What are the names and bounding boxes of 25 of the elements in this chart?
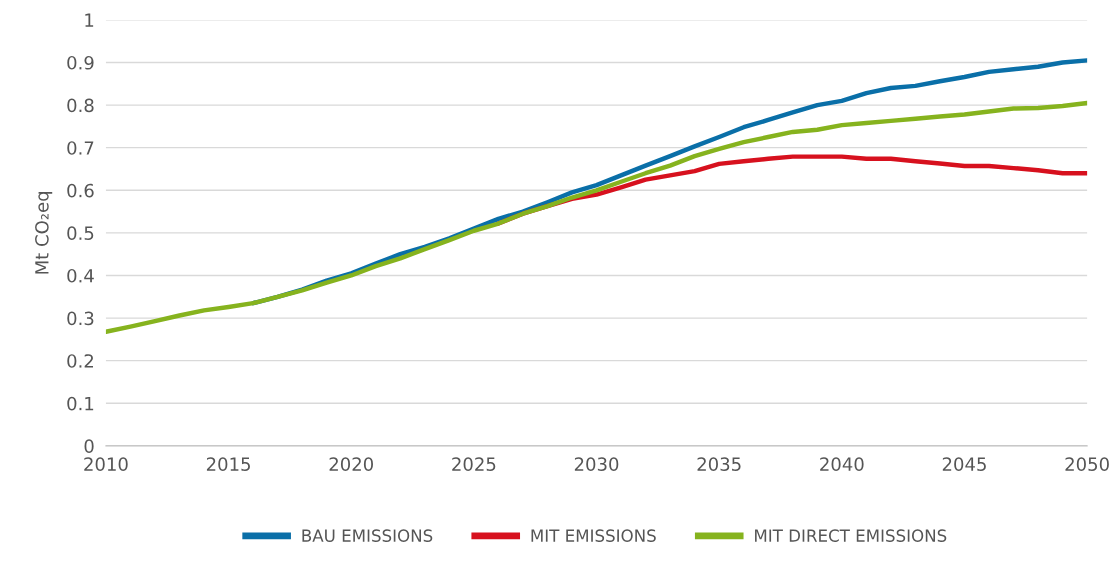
x-tick-label: 2035 [697,457,741,471]
y-axis-title: Mt CO₂eq [35,192,53,274]
y-tick-label: 1 [85,13,94,27]
x-tick-label: 2015 [206,457,250,471]
y-tick-label: 0.5 [67,226,94,240]
y-tick-label: 0.8 [67,98,94,113]
y-tick-label: 0.6 [67,183,94,198]
x-tick-label: 2050 [1065,457,1109,471]
x-tick-label: 2045 [942,457,986,471]
y-tick-label: 0.3 [67,311,94,326]
line-series [105,100,1088,334]
x-tick-label: 2040 [820,457,864,471]
y-tick-label: 0.9 [67,55,94,70]
legend-label: MIT EMISSIONS [531,529,656,542]
x-tick-label: 2030 [574,457,619,471]
y-tick-label: 0.7 [67,141,94,155]
x-tick-label: 2025 [452,457,496,471]
y-tick-label: 0.1 [67,396,94,411]
y-tick-label: 0.4 [67,268,94,283]
y-tick-label: 0 [84,439,94,453]
x-tick-label: 2020 [329,457,373,471]
y-tick-label: 0.2 [67,354,94,368]
x-tick-label: 2010 [84,457,128,471]
legend-label: MIT DIRECT EMISSIONS [755,529,947,542]
legend-label: BAU EMISSIONS [302,529,433,542]
